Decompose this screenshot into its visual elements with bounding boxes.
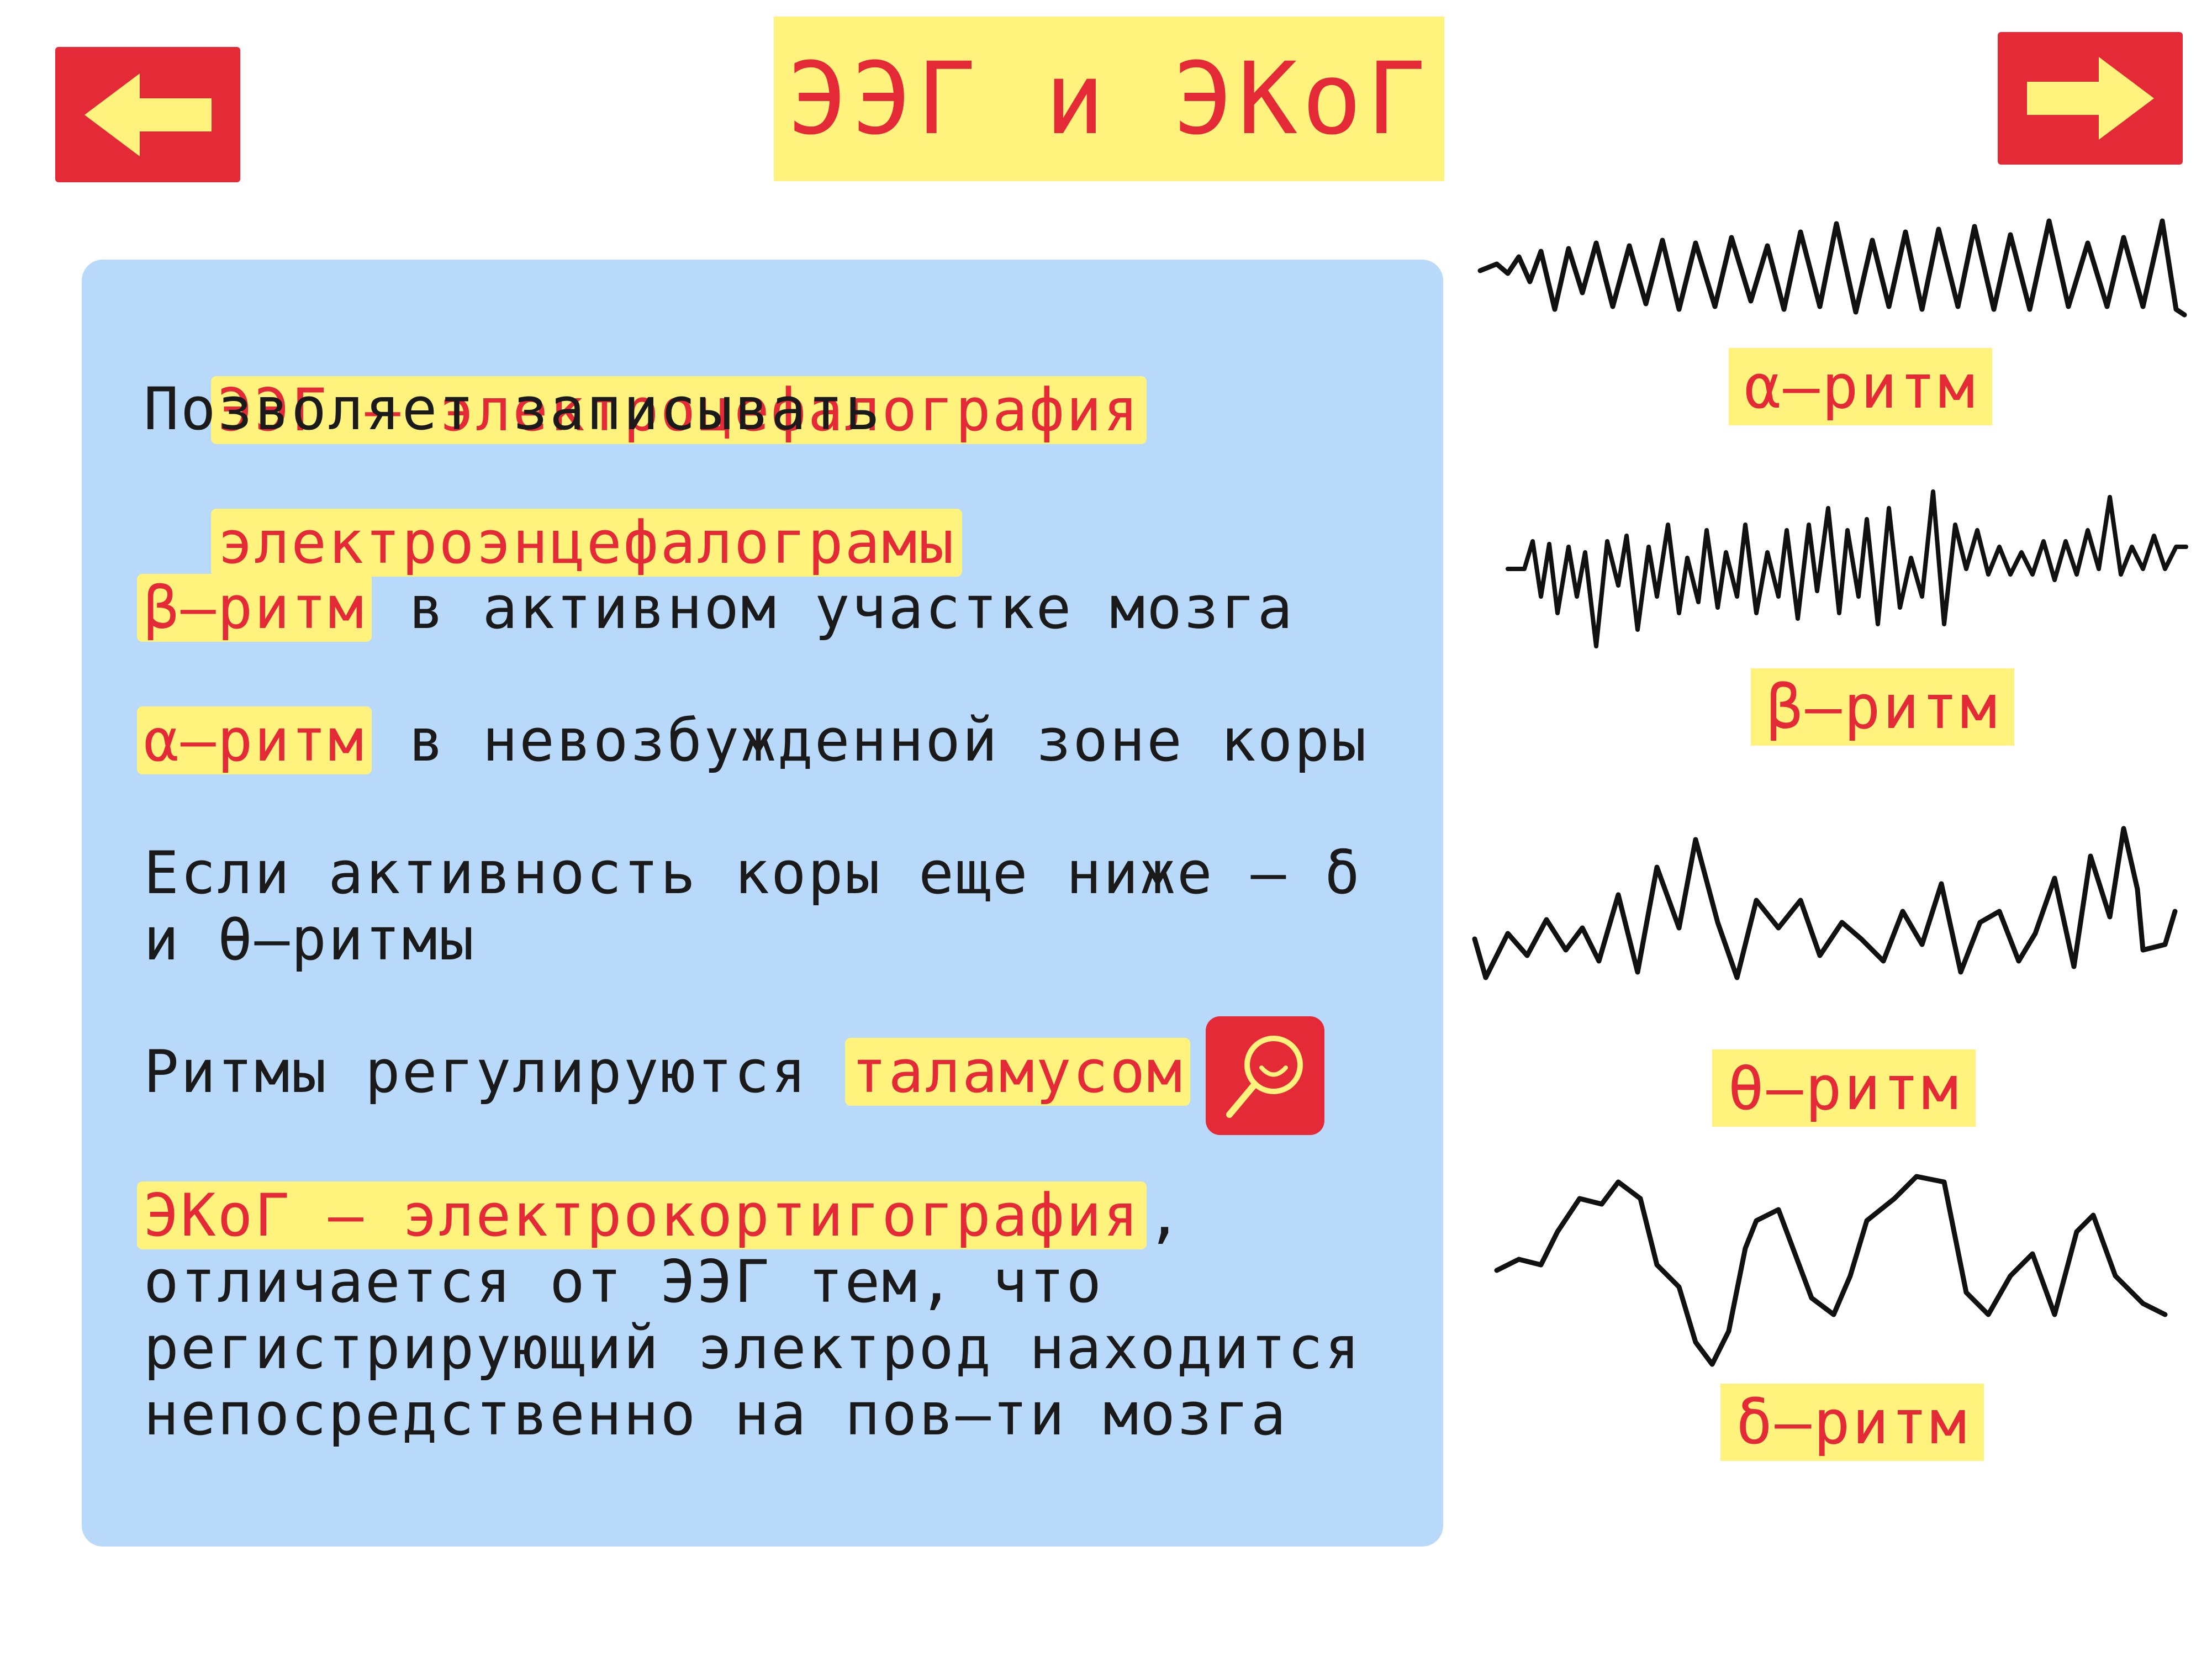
magnifier-button[interactable] [1206, 1016, 1324, 1135]
low-activity-1: Если активность коры еще ниже – δ [144, 839, 1361, 907]
theta-wave [1472, 817, 2178, 994]
eeg-term: ЭЭГ – электроцефалография [210, 376, 1147, 444]
alpha-term: α–ритм [137, 706, 372, 774]
beta-term: β–ритм [137, 574, 372, 642]
eeg-desc-2-line: электроэнцефалограмы [144, 442, 962, 577]
ecog-line: ЭКоГ – электрокортигография, [137, 1181, 1184, 1249]
alpha-line: α–ритм в невозбужденной зоне коры [137, 706, 1368, 774]
arrow-left-icon [84, 73, 212, 156]
thalamus-line: Ритмы регулируются таламусом [144, 1038, 1190, 1106]
ecog-desc-1: отличается от ЭЭГ тем, что [144, 1248, 1104, 1316]
arrow-right-icon [2026, 57, 2154, 140]
alpha-desc: в невозбужденной зоне коры [371, 706, 1368, 774]
delta-label: δ–ритм [1720, 1384, 1984, 1461]
low-activity-2: и θ–ритмы [144, 905, 476, 973]
alpha-label: α–ритм [1729, 348, 1993, 425]
thalamus-term[interactable]: таламусом [844, 1038, 1190, 1106]
ecog-comma: , [1147, 1181, 1184, 1249]
ecog-term: ЭКоГ – электрокортигография [137, 1181, 1147, 1249]
eeg-term-line: ЭЭГ – электроцефалография [144, 309, 1147, 444]
alpha-wave [1477, 199, 2187, 326]
beta-line: β–ритм в активном участке мозга [137, 574, 1295, 642]
beta-label: β–ритм [1751, 668, 2015, 746]
eeg-desc-2: электроэнцефалограмы [210, 509, 962, 577]
page-title: ЭЭГ и ЭКоГ [788, 41, 1430, 157]
ecog-desc-3: непосредственно на пов–ти мозга [144, 1380, 1288, 1448]
next-button[interactable] [1998, 32, 2183, 165]
eeg-desc-1: Позволяет записывать [144, 375, 882, 443]
title-box: ЭЭГ и ЭКоГ [774, 17, 1444, 181]
content-panel [82, 260, 1443, 1547]
thalamus-prefix: Ритмы регулируются [144, 1038, 845, 1106]
ecog-desc-2: регистрирующий электрод находится [144, 1314, 1361, 1382]
prev-button[interactable] [55, 47, 240, 182]
beta-desc: в активном участке мозга [371, 574, 1295, 642]
beta-wave [1506, 486, 2188, 652]
theta-label: θ–ритм [1712, 1049, 1976, 1127]
magnifier-icon [1226, 1035, 1303, 1118]
delta-wave [1494, 1165, 2171, 1375]
